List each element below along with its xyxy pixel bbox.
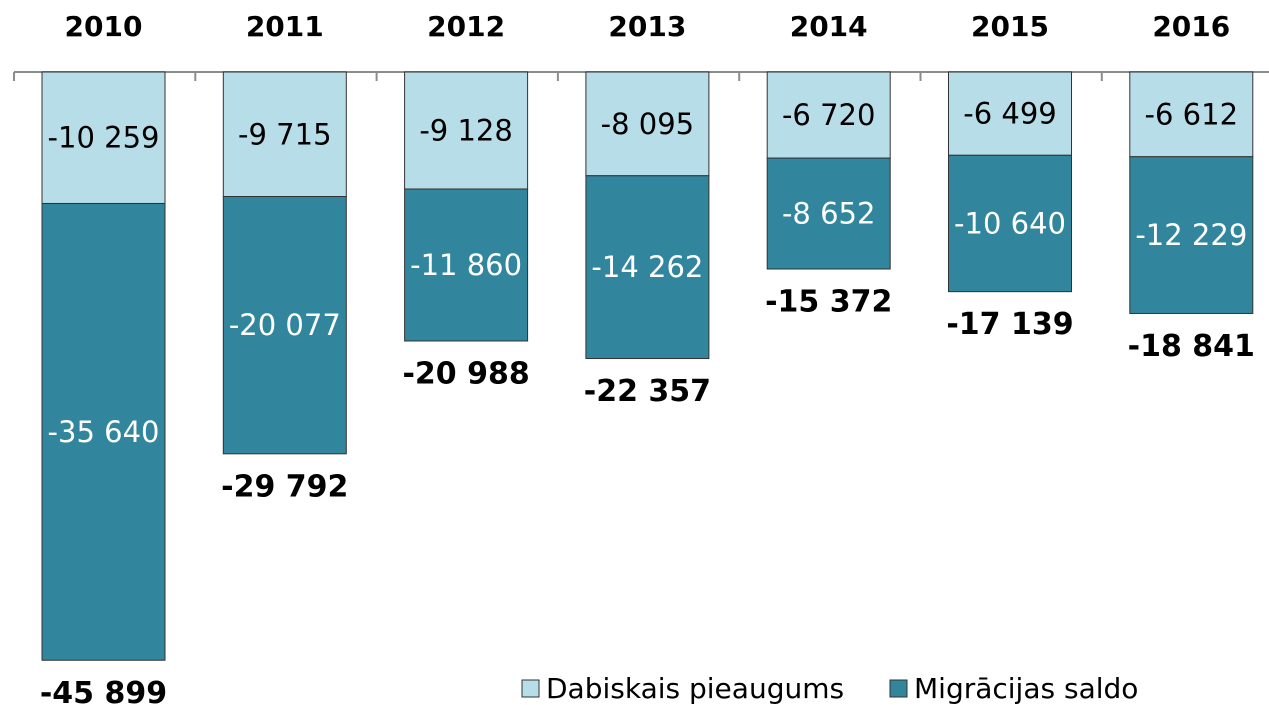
total-label: -15 372 (765, 285, 892, 320)
legend-swatch (521, 679, 540, 698)
legend-swatch (889, 679, 908, 698)
bar-segment (222, 196, 347, 455)
bar-segment (1129, 156, 1254, 314)
segment-label: -8 095 (601, 107, 695, 141)
category-label: 2015 (971, 10, 1049, 43)
segment-label: -8 652 (782, 197, 876, 231)
bar-segment (404, 188, 529, 342)
segment-label: -6 612 (1145, 97, 1239, 131)
bar-segment (948, 154, 1072, 293)
bar-segment (404, 71, 529, 190)
segment-label: -35 640 (48, 415, 160, 449)
bar-segment (585, 71, 710, 177)
segment-label: -9 715 (238, 117, 332, 151)
segment-label: -6 499 (963, 97, 1057, 131)
category-label: 2012 (427, 10, 505, 43)
bar-segment (766, 157, 891, 270)
category-label: 2011 (246, 10, 324, 43)
segment-label: -10 640 (954, 206, 1066, 240)
total-label: -22 357 (584, 374, 711, 409)
bar-segment (222, 71, 347, 198)
category-label: 2010 (65, 10, 143, 43)
legend-label: Migrācijas saldo (914, 672, 1138, 705)
bar-segment (41, 71, 166, 204)
bar-segment (41, 202, 166, 661)
category-label: 2016 (1152, 10, 1230, 43)
total-label: -20 988 (402, 356, 529, 391)
bar-segment (1129, 71, 1254, 158)
segment-label: -14 262 (591, 250, 703, 284)
total-label: -17 139 (946, 307, 1073, 342)
segment-label: -11 860 (410, 248, 522, 282)
segment-label: -6 720 (782, 98, 876, 132)
segment-label: -9 128 (419, 113, 513, 147)
segment-label: -12 229 (1135, 218, 1247, 252)
total-label: -45 899 (40, 676, 167, 705)
category-label: 2014 (790, 10, 868, 43)
bar-segment (948, 71, 1072, 156)
segment-label: -20 077 (229, 308, 341, 342)
legend-label: Dabiskais pieaugums (546, 672, 844, 705)
segment-label: -10 259 (48, 121, 160, 155)
total-label: -18 841 (1128, 329, 1255, 364)
category-label: 2013 (608, 10, 686, 43)
bar-segment (585, 175, 710, 360)
total-label: -29 792 (221, 469, 348, 504)
